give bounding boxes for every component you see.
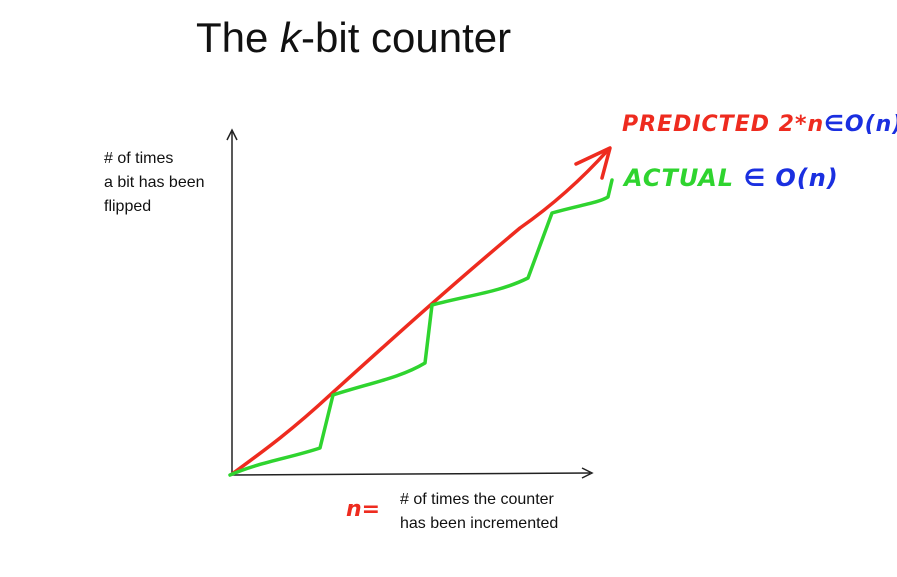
title-suffix: -bit counter [301, 14, 512, 61]
y-axis-label-line: flipped [104, 198, 152, 215]
predicted-annotation: PREDICTED 2*n∈O(n) [622, 112, 897, 137]
x-axis-label-line: # of times the counter [400, 491, 554, 508]
predicted-line [230, 148, 610, 476]
predicted-text: PREDICTED [622, 112, 770, 137]
title-k: k [280, 14, 302, 61]
actual-annotation: ACTUAL ∈ O(n) [624, 164, 839, 192]
y-axis-label-line: a bit has been [104, 174, 205, 191]
actual-text: ACTUAL [624, 164, 735, 192]
predicted-bound: ∈O(n) [824, 112, 897, 137]
y-axis-label: # of times a bit has been flipped [104, 147, 254, 219]
x-axis [231, 472, 591, 476]
actual-curve [228, 178, 614, 477]
x-axis-arrowhead [581, 467, 594, 479]
y-axis-label-line: # of times [104, 150, 174, 167]
y-axis-arrowhead [226, 128, 238, 141]
predicted-arrowhead [574, 146, 612, 180]
title-prefix: The [196, 14, 281, 61]
x-axis-label-line: has been incremented [400, 515, 559, 532]
n-mark: n= [346, 497, 381, 522]
actual-bound: ∈ O(n) [743, 164, 839, 192]
x-axis-label: # of times the counter has been incremen… [400, 488, 620, 536]
slide-title: The k-bit counter [196, 12, 596, 64]
predicted-expr: 2*n [778, 112, 825, 137]
